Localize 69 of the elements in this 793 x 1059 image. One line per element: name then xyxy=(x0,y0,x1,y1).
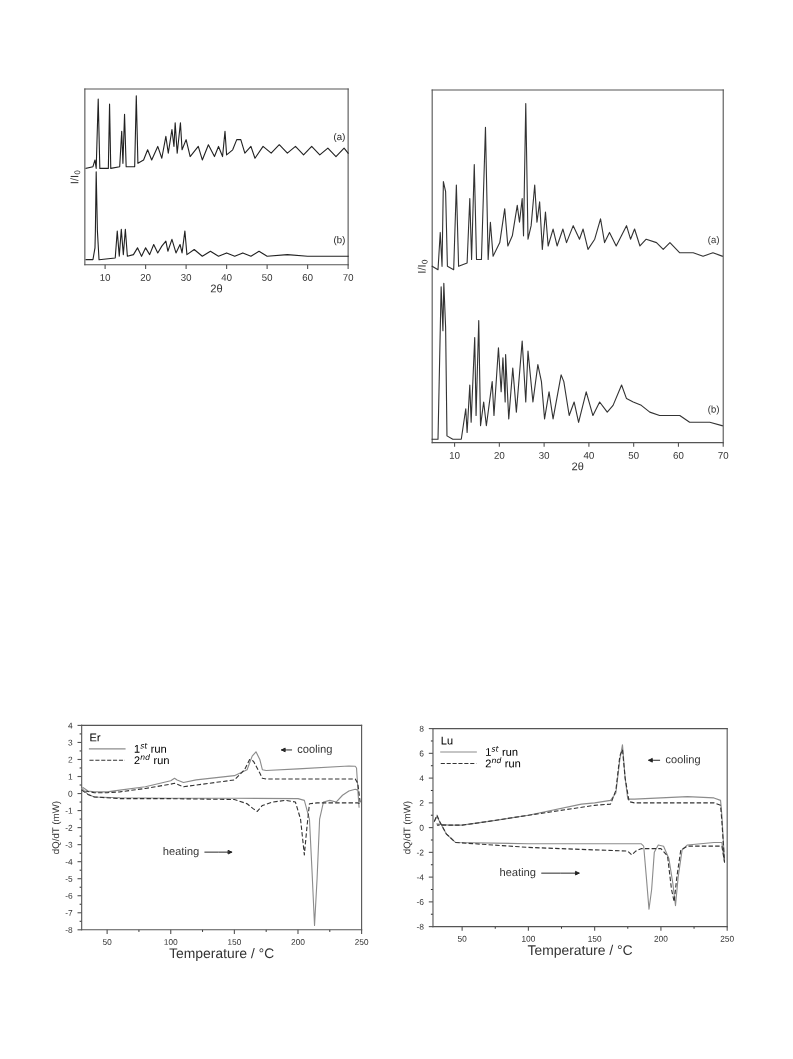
y-tick-label: 6 xyxy=(419,750,424,757)
y-tick-label: 0 xyxy=(419,824,424,831)
y-tick-label: 2 xyxy=(68,756,73,763)
x-tick-label: 40 xyxy=(583,451,594,459)
x-tick-label: 50 xyxy=(262,274,273,281)
x-tick-label: 150 xyxy=(228,939,241,945)
y-tick-label: -8 xyxy=(416,923,424,930)
annotation: heating xyxy=(500,867,536,879)
y-axis-title: I/I$_{0}$ xyxy=(417,259,428,273)
legend-label: 1$^{st}$ run xyxy=(486,746,518,756)
x-tick-label: 30 xyxy=(539,451,550,459)
annotation: cooling xyxy=(297,744,332,756)
x-tick-label: 60 xyxy=(673,451,684,459)
y-axis-title: dQ/dT (mW) xyxy=(403,801,413,854)
legend-label: 1$^{st}$ run xyxy=(134,742,167,753)
x-tick-label: 200 xyxy=(654,935,668,942)
x-tick-label: 10 xyxy=(449,451,460,459)
x-tick-label: 70 xyxy=(343,274,354,281)
x-tick-label: 250 xyxy=(720,935,734,942)
series-label: (a) xyxy=(334,133,345,143)
legend-title: Lu xyxy=(441,736,453,745)
x-tick-label: 30 xyxy=(181,274,192,281)
annotation: cooling xyxy=(665,755,700,766)
x-tick-label: 100 xyxy=(164,939,178,945)
x-tick-label: 250 xyxy=(355,939,369,945)
y-tick-label: 2 xyxy=(419,800,424,806)
y-tick-label: -8 xyxy=(65,927,73,933)
series-label: (a) xyxy=(708,235,719,246)
x-axis-title: Temperature / °C xyxy=(527,944,633,958)
x-tick-label: 50 xyxy=(102,939,112,945)
y-axis-title: I/I$_{0}$ xyxy=(70,170,81,184)
x-tick-label: 70 xyxy=(718,451,729,459)
y-tick-label: 8 xyxy=(419,725,424,732)
legend-label: 2$^{nd}$ run xyxy=(134,753,169,765)
y-tick-label: -4 xyxy=(416,874,424,881)
x-tick-label: 100 xyxy=(522,935,536,942)
y-tick-label: 1 xyxy=(68,773,73,780)
y-tick-label: 3 xyxy=(68,739,73,746)
x-tick-label: 20 xyxy=(494,451,505,459)
y-tick-label: -1 xyxy=(65,807,73,814)
annotation: heating xyxy=(163,846,199,858)
x-axis-title: 2θ xyxy=(210,284,223,293)
y-axis-title: dQ/dT (mW) xyxy=(52,801,62,854)
line-series xyxy=(81,758,361,856)
y-tick-label: -7 xyxy=(65,910,73,916)
y-tick-label: -3 xyxy=(65,841,73,848)
y-tick-label: -2 xyxy=(416,849,424,856)
x-tick-label: 20 xyxy=(140,274,151,281)
x-tick-label: 40 xyxy=(221,274,232,281)
x-tick-label: 150 xyxy=(588,935,602,942)
x-tick-label: 50 xyxy=(628,451,639,459)
x-tick-label: 60 xyxy=(302,274,313,281)
x-axis-title: 2θ xyxy=(572,462,584,471)
y-tick-label: 4 xyxy=(68,722,73,729)
y-tick-label: -5 xyxy=(65,875,73,882)
legend-title: Er xyxy=(90,733,101,742)
y-tick-label: 4 xyxy=(419,775,424,782)
legend-label: 2$^{nd}$ run xyxy=(485,757,521,768)
y-tick-label: -6 xyxy=(416,899,424,905)
y-tick-label: -6 xyxy=(65,892,73,899)
x-tick-label: 50 xyxy=(457,935,467,942)
x-tick-label: 10 xyxy=(100,274,111,281)
x-axis-title: Temperature / °C xyxy=(169,947,274,961)
x-tick-label: 200 xyxy=(291,939,305,945)
y-tick-label: -4 xyxy=(65,858,73,865)
series-label: (b) xyxy=(708,405,719,415)
series-label: (b) xyxy=(334,236,345,246)
y-tick-label: -2 xyxy=(65,824,73,831)
y-tick-label: 0 xyxy=(68,790,73,797)
